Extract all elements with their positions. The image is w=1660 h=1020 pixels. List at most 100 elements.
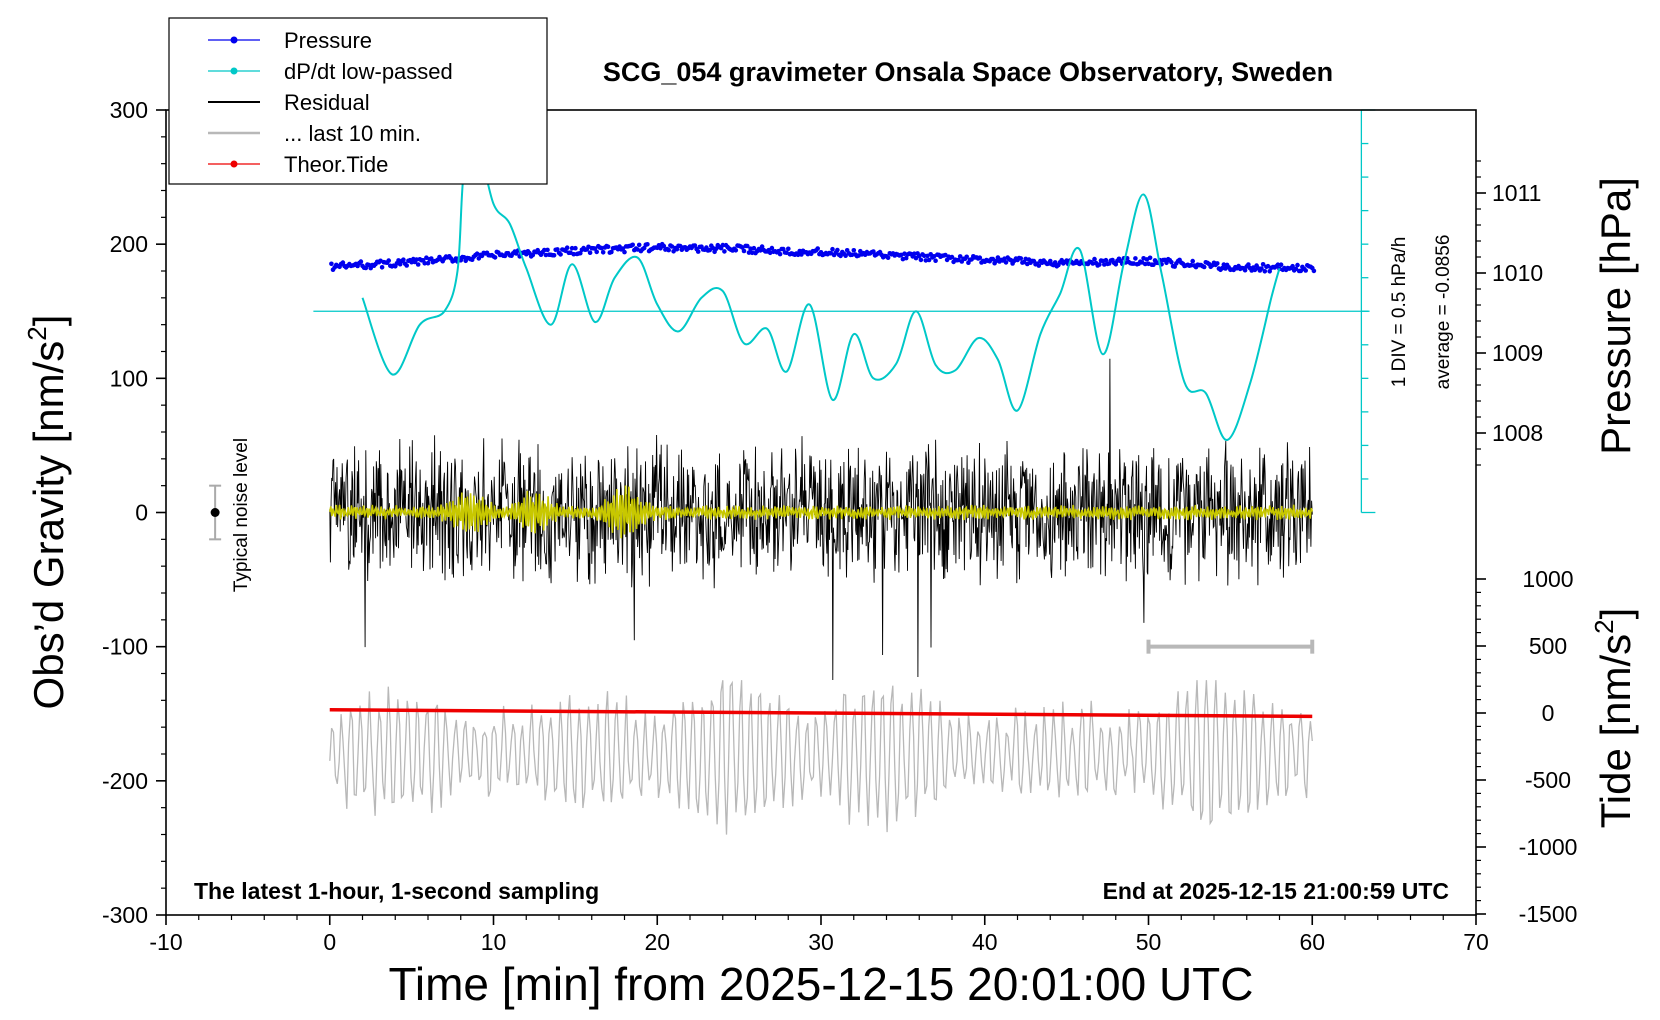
pressure-point (995, 255, 1001, 260)
pressure-point (912, 251, 917, 256)
pressure-point (720, 242, 726, 248)
residual-trace (329, 358, 1313, 681)
pressure-point (1267, 269, 1272, 274)
pressure-point (1036, 263, 1042, 268)
tide-tick-label: -1500 (1519, 901, 1578, 927)
pressure-point (1064, 258, 1069, 263)
pressure-point (661, 243, 667, 249)
end-time-note: End at 2025-12-15 21:00:59 UTC (1103, 878, 1449, 904)
pressure-point (645, 242, 650, 247)
gravity-tick-label: -200 (102, 768, 148, 794)
pressure-point (722, 249, 727, 254)
pressure-point (1221, 262, 1227, 267)
legend-entry-residual: Residual (208, 90, 370, 115)
pressure-point (903, 255, 909, 261)
pressure-tick-label: 1009 (1492, 340, 1543, 366)
pressure-point (786, 246, 791, 252)
pressure-point (622, 249, 627, 255)
pressure-point (1147, 255, 1153, 261)
pressure-point (564, 245, 570, 250)
x-axis-label: Time [min] from 2025-12-15 20:01:00 UTC (389, 958, 1254, 1010)
pressure-point (1003, 260, 1009, 265)
pressure-point (573, 245, 578, 251)
pressure-point (1260, 262, 1266, 267)
pressure-point (666, 247, 671, 253)
x-tick-label: 60 (1299, 929, 1325, 955)
pressure-point (871, 249, 876, 254)
pressure-point (1262, 269, 1268, 274)
pressure-point (555, 247, 560, 252)
pressure-point (843, 253, 848, 258)
pressure-point (1298, 268, 1304, 274)
pressure-point (797, 248, 802, 254)
pressure-point (551, 253, 557, 258)
dpdt-scale-label: 1 DIV = 0.5 hPa/h (1389, 237, 1410, 388)
legend-label-dpdt: dP/dt low-passed (284, 59, 453, 84)
pressure-point (751, 245, 757, 251)
legend-entry-tide: Theor.Tide (208, 152, 388, 177)
x-tick-label: 10 (481, 929, 507, 955)
pressure-point (695, 249, 701, 254)
pressure-point (414, 257, 419, 262)
pressure-point (609, 249, 614, 255)
legend-label-last10: ... last 10 min. (284, 121, 421, 146)
legend-marker-dpdt (230, 67, 238, 75)
tide-tick-label: -1000 (1519, 834, 1578, 860)
pressure-point (425, 260, 431, 266)
pressure-point (1311, 268, 1317, 274)
pressure-point (401, 257, 406, 263)
pressure-point (600, 250, 606, 255)
pressure-point (1133, 256, 1138, 261)
residual-lowpass-trace (329, 485, 1314, 539)
legend-label-tide: Theor.Tide (284, 152, 388, 177)
pressure-point (1275, 262, 1281, 268)
pressure-point (1278, 262, 1284, 268)
pressure-tick-label: 1011 (1492, 180, 1541, 206)
pressure-point (1169, 259, 1174, 265)
pressure-point (630, 242, 635, 248)
tide-label-main: Tide [nm/s (1592, 634, 1639, 829)
pressure-point (933, 258, 938, 264)
pressure-point (830, 246, 835, 252)
tide-tick-label: -500 (1525, 767, 1571, 793)
pressure-point (415, 262, 421, 267)
y-axis-label-pressure: Pressure [hPa] (1592, 177, 1639, 455)
pressure-point (542, 247, 547, 253)
pressure-point (918, 257, 924, 263)
pressure-point (949, 254, 955, 260)
data-layer (209, 109, 1376, 835)
pressure-point (636, 242, 642, 248)
pressure-point (329, 261, 334, 267)
theor-tide-line (329, 707, 1313, 719)
pressure-point (571, 251, 576, 257)
noise-level-label: Typical noise level (231, 438, 252, 592)
last-10min-trace (329, 680, 1313, 835)
pressure-point (492, 255, 498, 260)
pressure-tick-label: 1008 (1492, 420, 1543, 446)
chart-title: SCG_054 gravimeter Onsala Space Observat… (603, 57, 1333, 87)
pressure-point (926, 257, 932, 263)
pressure-point (977, 255, 983, 260)
pressure-point (1103, 257, 1109, 263)
x-tick-label: 20 (644, 929, 670, 955)
pressure-point (543, 252, 549, 258)
pressure-point (777, 251, 783, 257)
pressure-point (815, 246, 820, 251)
pressure-point (692, 243, 698, 248)
x-tick-label: 30 (808, 929, 834, 955)
x-tick-label: 50 (1136, 929, 1162, 955)
pressure-point (1215, 261, 1220, 266)
tide-tick-label: 1000 (1522, 566, 1573, 592)
pressure-point (849, 252, 855, 258)
pressure-point (386, 258, 392, 263)
pressure-point (358, 259, 364, 264)
pressure-point (1303, 268, 1308, 273)
legend-marker-tide (230, 160, 238, 168)
tide-label-sup: 2 (1589, 619, 1619, 633)
legend-entry-last10: ... last 10 min. (208, 121, 421, 146)
pressure-point (422, 261, 428, 266)
pressure-series (329, 241, 1317, 274)
y-axis-label-tide: Tide [nm/s2] (1589, 608, 1639, 829)
gravity-tick-label: -300 (102, 902, 148, 928)
pressure-point (404, 263, 410, 268)
